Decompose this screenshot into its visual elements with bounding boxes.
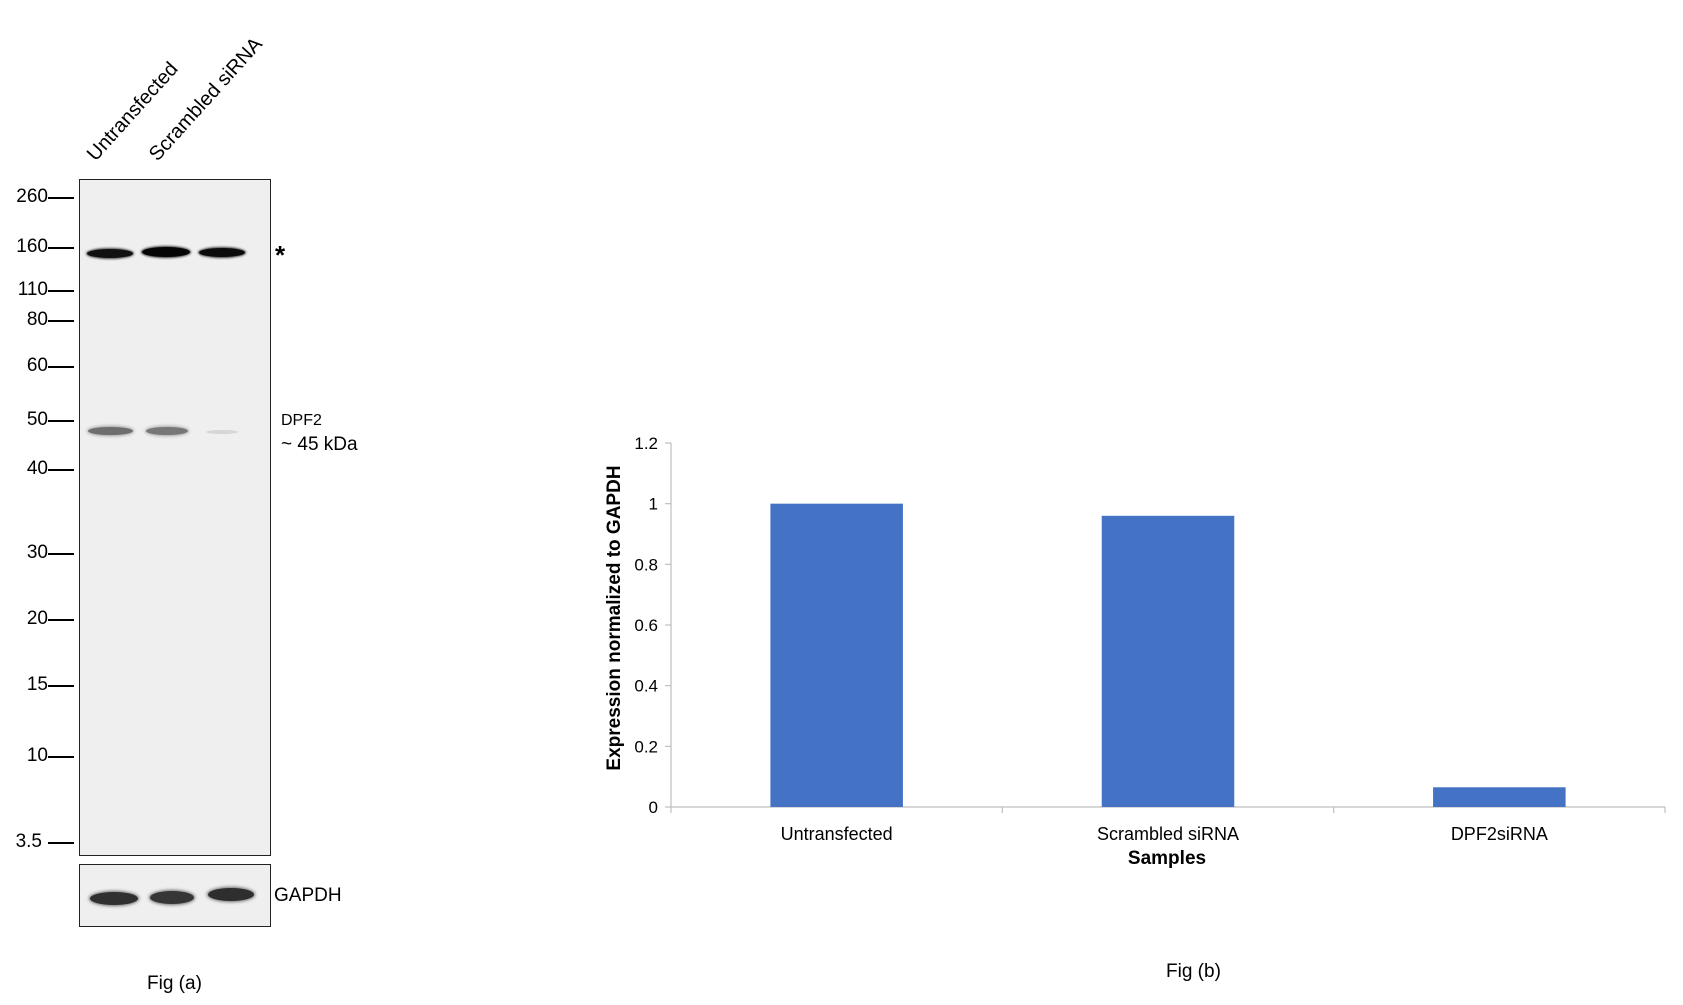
y-tick-label: 0.6 bbox=[634, 616, 658, 635]
mw-label-110: 110 bbox=[17, 279, 48, 300]
mw-label-15: 15 bbox=[26, 674, 48, 695]
x-axis-title: Samples bbox=[1128, 848, 1206, 869]
y-tick-label: 1.2 bbox=[634, 434, 658, 453]
mw-tick-40 bbox=[48, 469, 74, 471]
y-tick-label: 0 bbox=[649, 798, 658, 817]
loading-control-label: GAPDH bbox=[274, 885, 342, 906]
target-size-label: ~ 45 kDa bbox=[281, 434, 358, 455]
asterisk-marker: * bbox=[275, 240, 286, 270]
x-tick-label: DPF2siRNA bbox=[1451, 824, 1548, 844]
band-gapdh-lane-1 bbox=[90, 892, 138, 905]
y-tick-label: 0.4 bbox=[634, 677, 658, 696]
bar-3 bbox=[1433, 787, 1566, 807]
y-tick-label: 0.2 bbox=[634, 737, 658, 756]
main-blot-membrane bbox=[79, 179, 271, 856]
mw-tick-10 bbox=[48, 756, 74, 758]
mw-label-10: 10 bbox=[26, 745, 48, 766]
band-gapdh-lane-2 bbox=[150, 891, 194, 904]
mw-label-30: 30 bbox=[26, 542, 48, 563]
mw-tick-30 bbox=[48, 553, 74, 555]
mw-label-80: 80 bbox=[26, 309, 48, 330]
mw-tick-15 bbox=[48, 685, 74, 687]
western-blot-figure: Untransfected Scrambled siRNA 260 160 11… bbox=[0, 0, 560, 1000]
mw-tick-260 bbox=[48, 197, 74, 199]
figure-a-caption: Fig (a) bbox=[147, 973, 202, 994]
target-name-label: DPF2 bbox=[281, 412, 322, 429]
mw-label-3-5: 3.5 bbox=[15, 831, 42, 852]
x-tick-label: Untransfected bbox=[781, 824, 893, 844]
mw-tick-50 bbox=[48, 420, 74, 422]
y-tick-label: 1 bbox=[649, 495, 658, 514]
band-dpf2-lane-3 bbox=[206, 430, 238, 434]
mw-tick-3-5 bbox=[48, 842, 74, 844]
band-160-lane-3 bbox=[199, 248, 245, 257]
mw-label-60: 60 bbox=[26, 355, 48, 376]
band-160-lane-1 bbox=[87, 249, 133, 258]
figure-b-caption: Fig (b) bbox=[1166, 961, 1221, 982]
band-gapdh-lane-3 bbox=[208, 888, 254, 901]
mw-tick-80 bbox=[48, 320, 74, 322]
bar-chart-figure: 0 0.2 0.4 0.6 0.8 1 1.2 Untransfected Scrambled… bbox=[560, 0, 1683, 1000]
lane-label-scrambled-sirna: Scrambled siRNA bbox=[144, 33, 267, 166]
mw-tick-20 bbox=[48, 619, 74, 621]
bar-2 bbox=[1101, 515, 1235, 807]
mw-tick-60 bbox=[48, 366, 74, 368]
bar-chart: 0 0.2 0.4 0.6 0.8 1 1.2 Untransfected Scrambled… bbox=[604, 434, 1666, 869]
mw-label-260: 260 bbox=[16, 186, 48, 207]
band-dpf2-lane-1 bbox=[88, 427, 133, 435]
gapdh-blot-membrane bbox=[79, 864, 271, 927]
mw-label-160: 160 bbox=[16, 236, 48, 257]
mw-label-40: 40 bbox=[26, 458, 48, 479]
mw-tick-160 bbox=[48, 247, 74, 249]
y-axis-title: Expression normalized to GAPDH bbox=[604, 465, 625, 770]
mw-label-50: 50 bbox=[26, 409, 48, 430]
bar-1 bbox=[770, 503, 903, 807]
bars bbox=[770, 503, 1566, 807]
y-axis: 0 0.2 0.4 0.6 0.8 1 1.2 bbox=[634, 434, 672, 817]
mw-label-20: 20 bbox=[26, 608, 48, 629]
x-axis: Untransfected Scrambled siRNA DPF2siRNA bbox=[670, 806, 1666, 844]
band-dpf2-lane-2 bbox=[146, 427, 188, 435]
band-160-lane-2 bbox=[142, 247, 190, 257]
mw-tick-110 bbox=[48, 290, 74, 292]
y-tick-label: 0.8 bbox=[634, 555, 658, 574]
x-tick-label: Scrambled siRNA bbox=[1097, 824, 1239, 844]
